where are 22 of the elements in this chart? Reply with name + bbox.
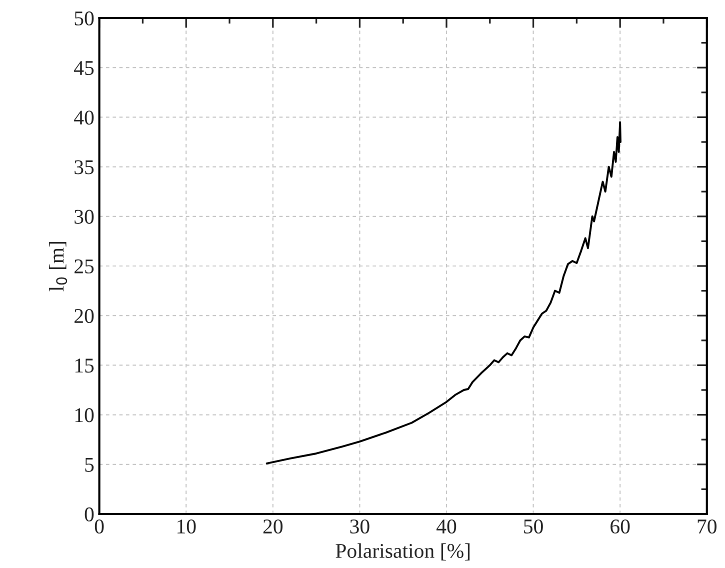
y-tick-label: 50 [74, 11, 94, 26]
x-tick-label: 10 [178, 519, 196, 534]
y-tick-label: 40 [74, 110, 94, 125]
y-tick-label: 5 [85, 458, 94, 472]
y-tick-label: 25 [74, 259, 94, 274]
x-tick-label: 60 [610, 519, 630, 534]
x-tick-label: 30 [350, 519, 370, 534]
y-tick-label: 20 [74, 308, 94, 324]
x-tick-label: 40 [436, 519, 456, 534]
y-tick-label: 0 [84, 507, 94, 522]
x-tick-label: 70 [698, 519, 716, 534]
y-tick-label: 35 [74, 160, 94, 174]
x-tick-label: 0 [94, 519, 104, 534]
line-series [266, 121, 622, 464]
x-axis-title: Polarisation [%] [336, 543, 470, 561]
y-tick-label: 15 [75, 358, 94, 373]
y-tick-label: 45 [74, 61, 94, 76]
x-tick-label: 50 [524, 519, 543, 534]
y-tick-label: 30 [74, 210, 94, 224]
y-tick-label: 10 [75, 408, 94, 422]
x-tick-label: 20 [263, 519, 283, 534]
y-axis-title: l$_{0}$ [m] [49, 242, 68, 292]
